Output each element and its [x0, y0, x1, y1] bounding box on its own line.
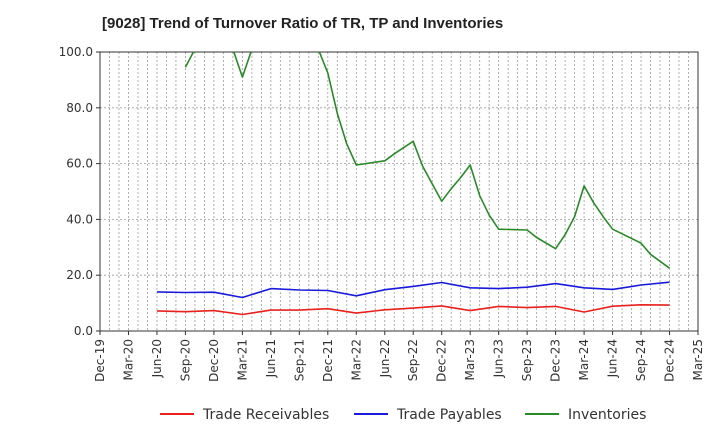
- x-tick-label: Sep-23: [520, 339, 534, 381]
- x-tick-label: Jun-22: [378, 339, 392, 378]
- series-layer: [156, 52, 670, 316]
- y-tick-label: 40.0: [66, 212, 93, 226]
- x-axis: Dec-19 Mar-20 Jun-20 Sep-20 Dec-20 Mar-21 Jun-…: [93, 331, 705, 382]
- x-tick-label: Dec-19: [93, 339, 107, 382]
- y-tick-label: 0.0: [74, 324, 93, 338]
- x-tick-label: Dec-23: [549, 339, 563, 382]
- x-tick-label: Dec-20: [207, 339, 221, 382]
- x-tick-label: Mar-22: [349, 339, 363, 380]
- x-tick-label: Sep-21: [292, 339, 306, 381]
- legend-label-trade-receivables: Trade Receivables: [202, 407, 329, 423]
- x-tick-label: Dec-21: [321, 339, 335, 382]
- x-tick-label: Sep-22: [406, 339, 420, 381]
- series-line-trade-receivables: [156, 303, 670, 316]
- x-tick-label: Mar-20: [121, 339, 135, 380]
- legend-label-trade-payables: Trade Payables: [396, 407, 502, 423]
- x-tick-label: Dec-22: [435, 339, 449, 382]
- y-tick-label: 60.0: [66, 157, 93, 171]
- x-tick-label: Dec-24: [663, 339, 677, 382]
- x-tick-label: Sep-20: [178, 339, 192, 381]
- chart-title: [9028] Trend of Turnover Ratio of TR, TP…: [102, 15, 504, 32]
- legend: Trade Receivables Trade Payables Inventori…: [160, 407, 646, 423]
- x-tick-label: Mar-25: [691, 339, 705, 380]
- y-tick-label: 80.0: [66, 101, 93, 115]
- x-tick-label: Jun-20: [150, 339, 164, 378]
- y-tick-label: 100.0: [59, 45, 93, 59]
- y-axis: 0.0 20.0 40.0 60.0 80.0 100.0: [59, 45, 100, 338]
- x-tick-label: Mar-24: [577, 339, 591, 380]
- x-tick-label: Mar-21: [235, 339, 249, 380]
- x-tick-label: Jun-24: [606, 339, 620, 378]
- x-tick-label: Jun-21: [264, 339, 278, 378]
- x-tick-label: Jun-23: [492, 339, 506, 378]
- x-tick-label: Mar-23: [463, 339, 477, 380]
- series-line-inventories: [184, 52, 670, 269]
- series-line-trade-payables: [156, 281, 670, 299]
- y-tick-label: 20.0: [66, 268, 93, 282]
- legend-label-inventories: Inventories: [568, 407, 646, 423]
- plot-frame: [99, 51, 699, 332]
- x-tick-label: Sep-24: [634, 339, 648, 381]
